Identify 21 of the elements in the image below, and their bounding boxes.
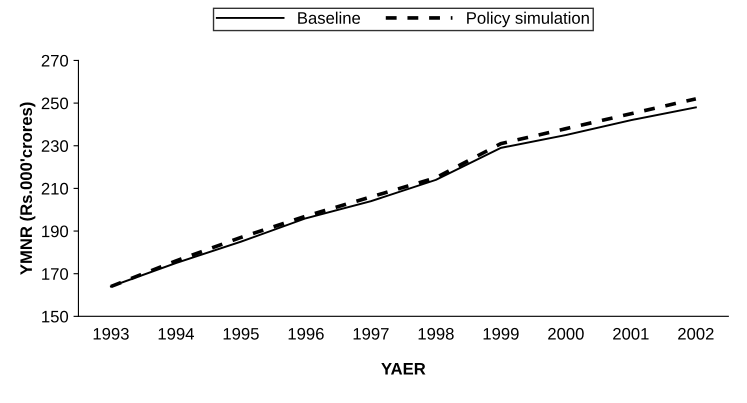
x-tick-label: 1997 — [354, 328, 389, 340]
y-tick-label: 150 — [42, 310, 68, 323]
y-tick-label: 170 — [42, 268, 68, 280]
x-tick-label: 1999 — [484, 328, 519, 340]
x-tick-label: 1995 — [224, 328, 259, 340]
y-axis-title: YMNR (Rs.000'crores) — [20, 102, 36, 275]
x-tick-label: 1993 — [94, 328, 129, 340]
x-tick-label: 2002 — [678, 328, 714, 340]
y-tick-label: 210 — [42, 182, 68, 195]
x-axis-title: YAER — [381, 363, 426, 375]
x-tick-label: 2000 — [548, 328, 584, 340]
y-tick-label: 190 — [42, 225, 68, 238]
legend-label: Baseline — [298, 12, 360, 24]
x-tick-label: 1994 — [158, 328, 194, 340]
x-tick-label: 2001 — [613, 328, 649, 340]
y-tick-label: 250 — [42, 98, 68, 110]
y-tick-label: 230 — [42, 140, 68, 152]
y-tick-label: 270 — [42, 54, 68, 67]
legend-label: Policy simulation — [467, 12, 589, 28]
x-tick-label: 1998 — [418, 328, 454, 340]
x-tick-label: 1996 — [288, 328, 324, 340]
